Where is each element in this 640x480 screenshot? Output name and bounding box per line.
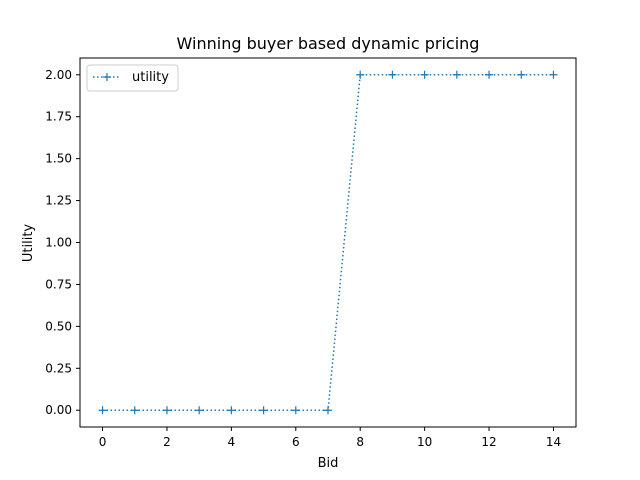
- data-point-marker: [259, 406, 268, 415]
- legend-box: [86, 64, 179, 92]
- y-tick-label: 1.75: [45, 110, 72, 124]
- data-point-marker: [98, 406, 107, 415]
- y-tick-label: 1.25: [45, 194, 72, 208]
- legend-series-marker: [103, 73, 111, 81]
- y-axis-label: Utility: [21, 224, 36, 263]
- legend: utility: [86, 64, 179, 92]
- data-point-marker: [324, 406, 332, 415]
- data-point-marker: [227, 406, 236, 415]
- x-tick-label: 2: [163, 435, 171, 449]
- data-point-marker: [485, 70, 494, 79]
- data-point-marker: [130, 406, 139, 415]
- axes-frame: [79, 57, 577, 428]
- y-tick-label: 2.00: [45, 68, 72, 82]
- x-tick-label: 10: [417, 435, 432, 449]
- x-tick-label: 0: [99, 435, 107, 449]
- y-tick-label: 0.75: [45, 277, 72, 291]
- data-point-marker: [195, 406, 204, 415]
- plot-area: [98, 70, 558, 415]
- data-point-marker: [291, 406, 300, 415]
- data-point-marker: [388, 70, 397, 79]
- y-axis: 0.00 0.25 0.50 0.75 1.00 1.25 1.50 1.75 2.00: [45, 68, 80, 417]
- data-point-marker: [162, 406, 171, 415]
- data-point-marker: [452, 70, 461, 79]
- y-tick-label: 1.00: [45, 236, 72, 250]
- y-tick-label: 0.50: [45, 319, 72, 333]
- x-tick-label: 12: [481, 435, 496, 449]
- x-axis: 0 2 4 6 8 10 12 14: [99, 427, 561, 449]
- data-point-marker: [420, 70, 429, 79]
- x-axis-label: Bid: [318, 456, 339, 471]
- series-line: [102, 74, 554, 411]
- chart-title: Winning buyer based dynamic pricing: [177, 34, 480, 53]
- y-tick-label: 0.25: [45, 361, 72, 375]
- data-point-marker: [549, 70, 558, 79]
- x-tick-label: 14: [546, 435, 561, 449]
- y-tick-label: 1.50: [45, 152, 72, 166]
- data-point-marker: [517, 70, 526, 79]
- data-point-marker: [356, 70, 365, 79]
- y-tick-label: 0.00: [45, 403, 72, 417]
- x-tick-label: 4: [228, 435, 236, 449]
- x-tick-label: 6: [292, 435, 300, 449]
- x-tick-label: 8: [356, 435, 364, 449]
- legend-series-label: utility: [132, 70, 169, 85]
